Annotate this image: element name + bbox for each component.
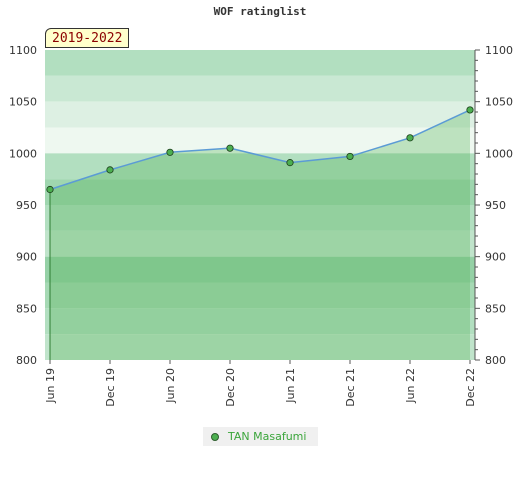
x-tick-label: Jun 20	[164, 368, 177, 404]
y-tick-label-left: 1050	[9, 96, 37, 109]
background-band	[45, 205, 475, 231]
legend-marker-icon	[211, 432, 219, 441]
background-band	[45, 75, 475, 102]
x-tick-label: Dec 19	[104, 368, 117, 407]
data-point	[406, 134, 414, 142]
legend: TAN Masafumi	[203, 427, 318, 446]
background-band	[45, 256, 475, 283]
legend-label: TAN Masafumi	[228, 430, 307, 443]
data-point	[106, 166, 114, 174]
background-band	[45, 308, 475, 335]
y-tick-label-right: 1100	[485, 44, 513, 57]
y-tick-label-right: 1000	[485, 147, 513, 160]
data-point	[46, 185, 54, 194]
background-band	[45, 101, 475, 128]
background-band	[45, 282, 475, 309]
x-tick-label: Dec 21	[344, 368, 357, 407]
data-point	[286, 159, 294, 167]
y-tick-label-right: 1050	[485, 96, 513, 109]
x-tick-label: Jun 19	[44, 368, 57, 404]
series-line	[49, 109, 471, 191]
background-band	[45, 230, 475, 257]
y-tick-label-right: 900	[485, 251, 506, 264]
y-tick-label-right: 800	[485, 354, 506, 367]
y-tick-label-left: 1000	[9, 147, 37, 160]
chart-title: WOF ratinglist	[213, 5, 307, 18]
data-point	[466, 106, 474, 114]
y-tick-label-left: 1100	[9, 44, 37, 57]
background-band	[45, 153, 475, 180]
y-tick-label-left: 850	[16, 302, 37, 315]
background-band	[45, 334, 475, 360]
y-tick-label-right: 850	[485, 302, 506, 315]
x-tick-label: Dec 22	[464, 368, 477, 407]
y-tick-label-right: 950	[485, 199, 506, 212]
data-point	[226, 144, 234, 152]
data-point	[166, 148, 174, 156]
x-tick-label: Jun 22	[404, 368, 417, 404]
series-area	[50, 109, 470, 360]
y-tick-label-left: 800	[16, 354, 37, 367]
x-tick-label: Dec 20	[224, 368, 237, 407]
period-badge: 2019-2022	[45, 28, 130, 48]
x-tick-label: Jun 21	[284, 368, 297, 404]
background-band	[45, 50, 475, 76]
background-band	[45, 179, 475, 205]
y-tick-label-left: 950	[16, 199, 37, 212]
y-tick-label-left: 900	[16, 251, 37, 264]
data-point	[346, 152, 354, 161]
